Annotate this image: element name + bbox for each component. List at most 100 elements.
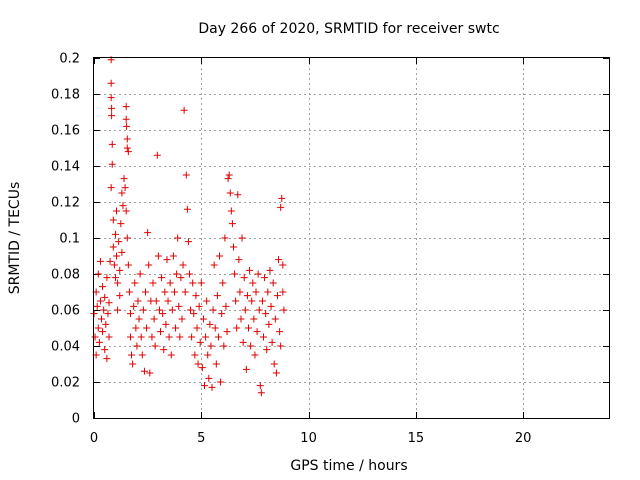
- data-point: [136, 270, 144, 278]
- data-point: [258, 297, 266, 305]
- data-point: [96, 257, 104, 265]
- data-point: [257, 389, 265, 397]
- data-point: [126, 333, 134, 341]
- data-point: [163, 256, 171, 264]
- data-point: [181, 288, 189, 296]
- data-point: [107, 184, 115, 192]
- data-point: [150, 315, 158, 323]
- data-point: [226, 189, 234, 197]
- data-point: [214, 333, 222, 341]
- data-point: [116, 266, 124, 274]
- data-point: [243, 292, 251, 300]
- data-point: [224, 175, 232, 183]
- data-point: [122, 207, 130, 215]
- data-point: [239, 338, 247, 346]
- data-point: [126, 310, 134, 318]
- data-point: [95, 338, 103, 346]
- data-point: [99, 328, 107, 336]
- data-point: [273, 292, 281, 300]
- data-point: [262, 310, 270, 318]
- data-point: [277, 203, 285, 211]
- data-point: [188, 333, 196, 341]
- data-point: [279, 288, 287, 296]
- data-point: [222, 302, 230, 310]
- data-point: [260, 333, 268, 341]
- data-point: [251, 351, 259, 359]
- y-tick-label: 0.04: [51, 340, 80, 355]
- data-point: [108, 140, 116, 148]
- data-point: [122, 103, 130, 111]
- data-point: [211, 324, 219, 332]
- data-point: [113, 207, 121, 215]
- data-point: [148, 333, 156, 341]
- data-point: [131, 279, 139, 287]
- y-tick-label: 0.18: [51, 88, 80, 103]
- y-axis-title: SRMTID / TECUs: [7, 182, 23, 295]
- data-point: [272, 369, 280, 377]
- data-point: [106, 257, 114, 265]
- data-point: [169, 252, 177, 260]
- x-axis-title: GPS time / hours: [290, 458, 407, 474]
- data-point: [105, 299, 113, 307]
- data-point: [152, 297, 160, 305]
- data-point: [207, 342, 215, 350]
- data-point: [269, 279, 277, 287]
- data-point: [247, 342, 255, 350]
- data-point: [116, 292, 124, 300]
- data-point: [149, 279, 157, 287]
- y-tick-label: 0.12: [51, 196, 80, 211]
- data-point: [145, 261, 153, 269]
- data-point: [137, 333, 145, 341]
- data-point: [249, 279, 257, 287]
- data-point: [264, 288, 272, 296]
- data-point: [168, 306, 176, 314]
- data-point: [170, 288, 178, 296]
- data-point: [99, 283, 107, 291]
- data-point: [167, 351, 175, 359]
- data-point: [142, 288, 149, 296]
- tick-marks: [94, 58, 609, 419]
- data-point: [220, 342, 228, 350]
- data-point: [248, 297, 256, 305]
- data-point: [203, 297, 211, 305]
- y-tick-label: 0.2: [59, 52, 80, 67]
- data-point: [255, 306, 263, 314]
- data-point: [210, 261, 218, 269]
- data-point: [132, 324, 140, 332]
- data-point: [175, 302, 183, 310]
- data-point: [146, 369, 154, 377]
- grid-lines: [94, 58, 609, 418]
- data-point: [218, 310, 226, 318]
- data-point: [101, 346, 109, 354]
- data-point: [155, 306, 163, 314]
- data-point: [114, 279, 122, 287]
- data-point: [225, 171, 233, 179]
- data-point: [177, 274, 185, 282]
- data-point: [261, 274, 269, 282]
- data-point: [256, 382, 264, 390]
- chart-title: Day 266 of 2020, SRMTID for receiver swt…: [198, 21, 499, 37]
- data-point: [241, 306, 249, 314]
- data-point: [123, 135, 131, 143]
- data-point: [187, 306, 195, 314]
- data-point: [277, 342, 285, 350]
- data-point: [129, 360, 137, 368]
- data-point: [103, 355, 111, 363]
- data-point: [196, 338, 204, 346]
- data-point: [158, 274, 166, 282]
- data-point: [124, 261, 132, 269]
- data-point: [153, 151, 161, 159]
- data-point: [267, 302, 275, 310]
- data-point: [119, 202, 127, 210]
- data-point: [98, 315, 106, 323]
- data-point: [193, 324, 201, 332]
- data-point: [219, 279, 227, 287]
- data-point: [94, 270, 102, 278]
- data-point: [235, 256, 243, 264]
- data-point: [221, 234, 229, 242]
- data-point: [192, 292, 200, 300]
- data-points: [90, 56, 288, 397]
- y-tick-label: 0.08: [51, 268, 80, 283]
- data-point: [115, 238, 123, 246]
